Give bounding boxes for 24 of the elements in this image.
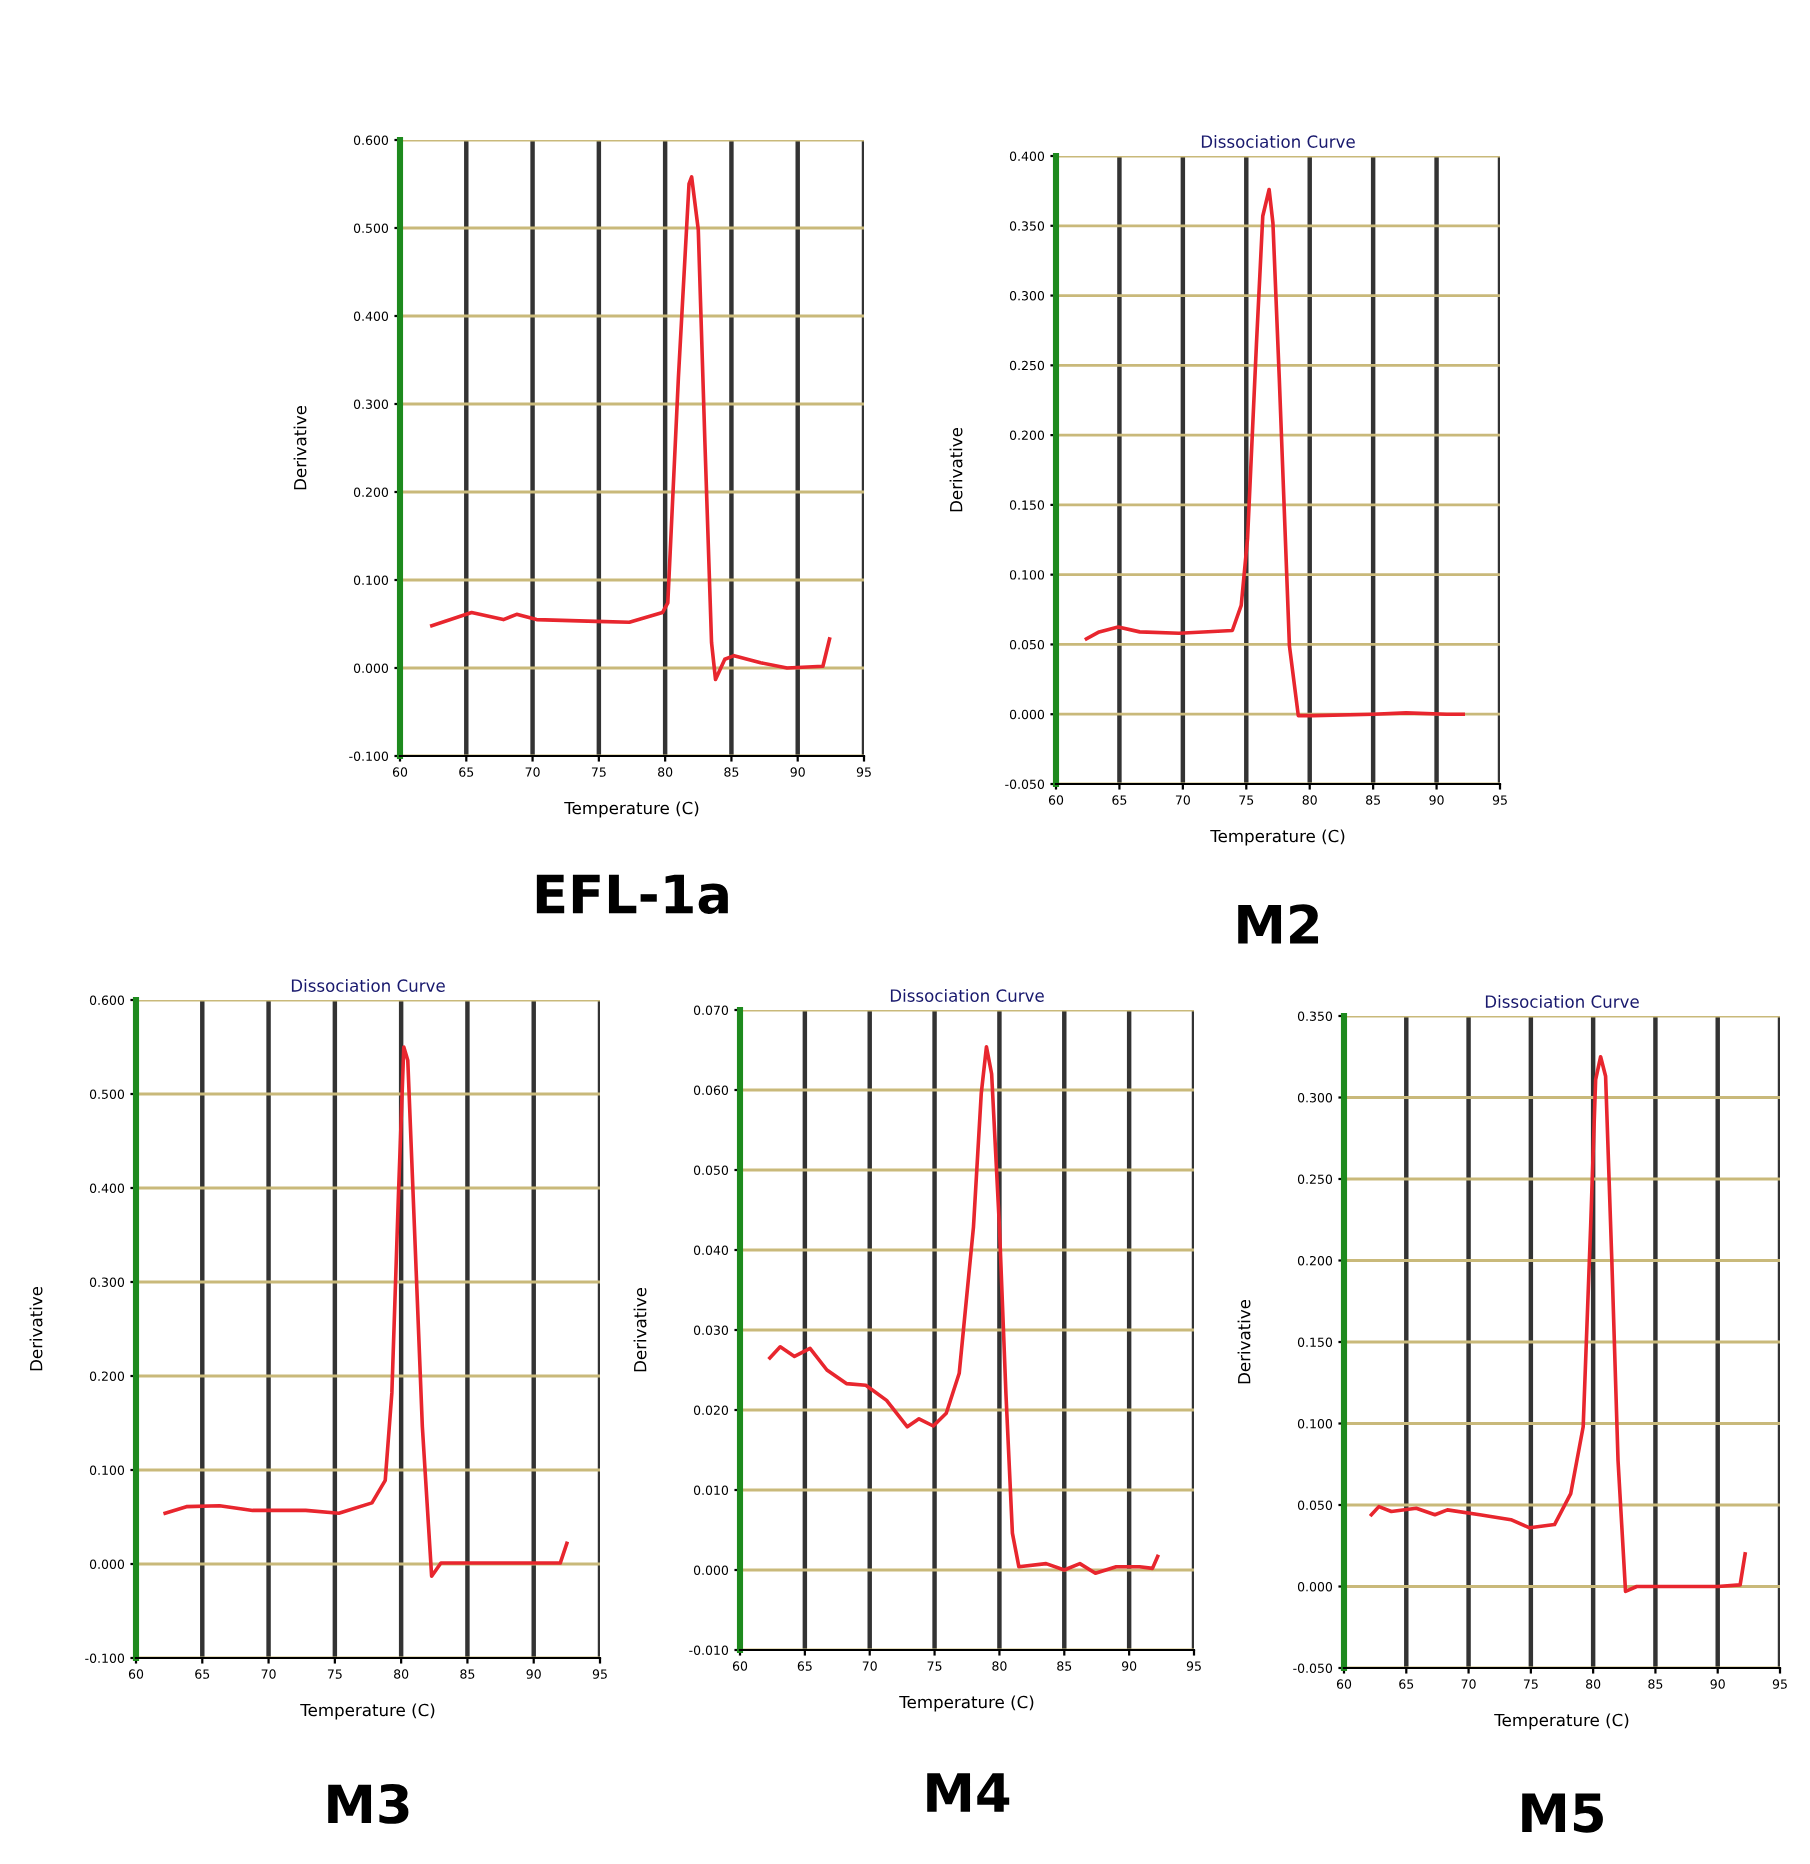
x-axis-title: Temperature (C) [899,1695,1034,1712]
line-series [430,175,832,682]
line-series [1084,187,1466,718]
chart-title: Dissociation Curve [1201,135,1355,148]
text: M4 [927,1773,1010,1812]
line-series [163,1045,569,1579]
chart-title: Dissociation Curve [1485,995,1639,1008]
x-axis-title: Temperature (C) [1210,829,1345,846]
text: M2 [1238,904,1319,944]
text: EFL-1a [536,874,728,914]
x-axis-title: Temperature (C) [564,801,699,818]
y-axis-title: Derivative [29,1286,43,1371]
x-axis-title: Temperature (C) [300,1703,435,1720]
x-axis-title: Temperature (C) [1494,1713,1629,1730]
line-series [768,1044,1160,1576]
y-axis-title: Derivative [1237,1299,1251,1384]
y-axis-title: Derivative [293,405,307,490]
line-series [1369,1054,1747,1594]
chart-title: Dissociation Curve [291,979,445,992]
text: M3 [328,1783,409,1824]
chart-title: Dissociation Curve [890,989,1044,1002]
y-axis-title: Derivative [949,427,963,512]
text: M5 [1522,1793,1603,1833]
y-axis-title: Derivative [633,1287,647,1372]
